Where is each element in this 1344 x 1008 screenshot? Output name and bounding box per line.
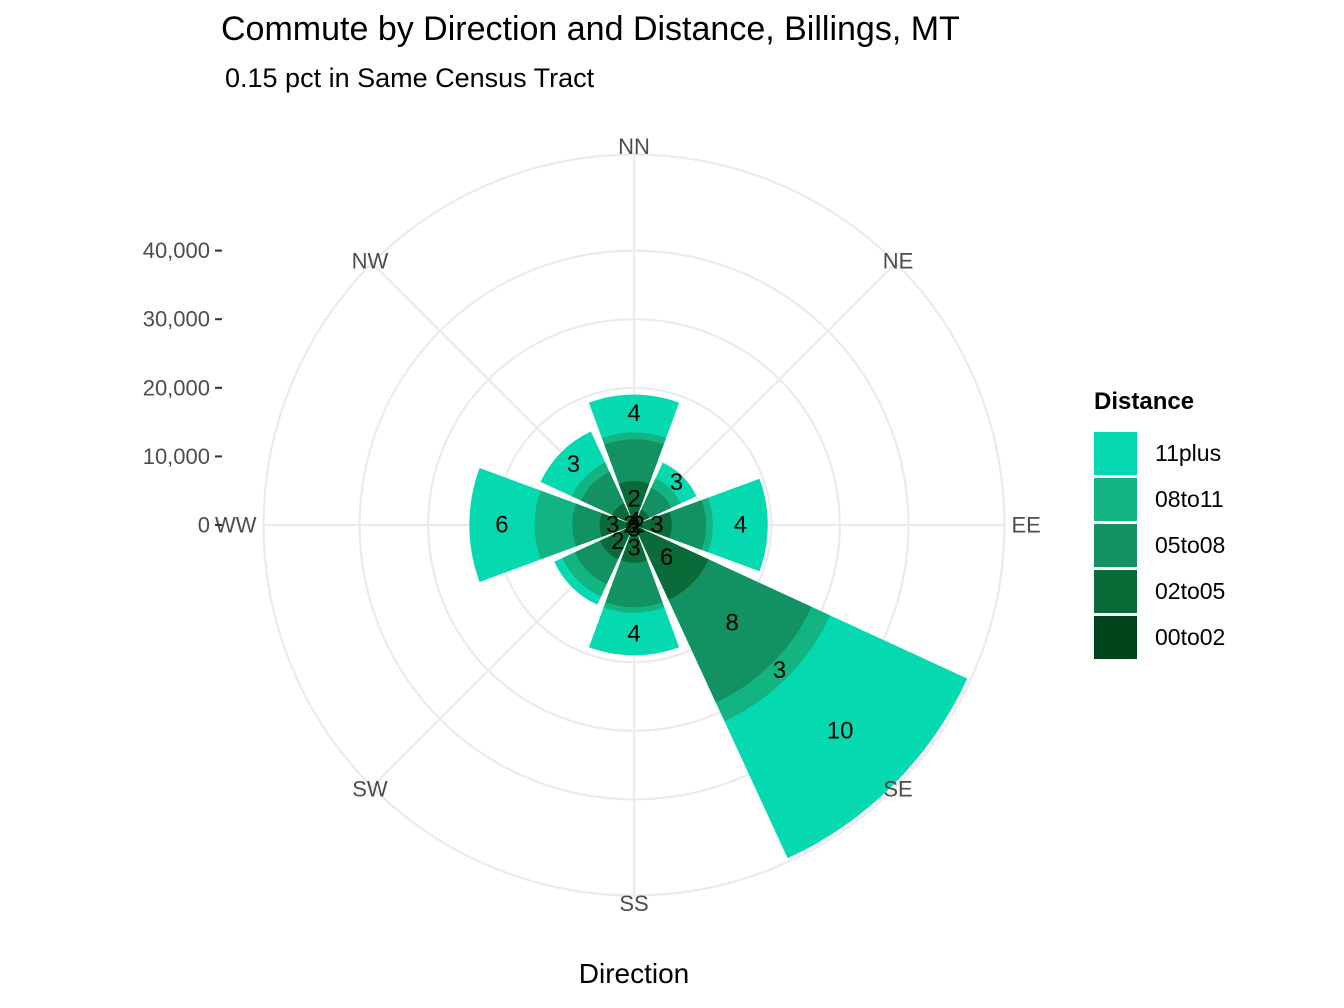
- bars: [469, 394, 968, 859]
- legend-item-11plus: 11plus: [1094, 430, 1225, 476]
- bar-label-00to02-NN: 4: [627, 507, 640, 534]
- legend-title: Distance: [1094, 388, 1195, 415]
- legend-label-00to02: 00to02: [1155, 623, 1226, 650]
- bar-00to02-NW: [627, 518, 634, 525]
- bar-label-02to05-WW: 3: [606, 512, 619, 539]
- bar-00to02-NE: [634, 518, 641, 525]
- legend-swatch-00to02: [1094, 615, 1137, 659]
- legend-swatch-02to05: [1094, 569, 1137, 613]
- radial-axis: 0 10,000 20,000 30,000 40,000: [143, 238, 222, 538]
- bar-label-11plus-NW: 3: [567, 451, 580, 478]
- bar-00to02-SE: [634, 525, 644, 535]
- legend-swatch-08to11: [1094, 477, 1137, 521]
- bar-label-11plus-NE: 3: [670, 469, 683, 496]
- bar-00to02-NN: [631, 516, 637, 525]
- legend-swatch-05to08: [1094, 523, 1137, 567]
- radial-tick-label-1: 10,000: [143, 444, 210, 469]
- direction-label-EE: EE: [1011, 513, 1040, 538]
- bar-label-08to11-SE: 3: [773, 657, 786, 684]
- bar-label-00to02-EE: 2: [631, 512, 644, 539]
- legend-item-00to02: 00to02: [1094, 614, 1225, 660]
- bar-label-02to05-NN: 2: [627, 485, 640, 512]
- legend-label-11plus: 11plus: [1155, 439, 1222, 466]
- legend-item-08to11: 08to11: [1094, 476, 1225, 522]
- bar-00to02-EE: [634, 522, 643, 528]
- direction-label-NE: NE: [883, 248, 914, 273]
- direction-label-SW: SW: [352, 777, 388, 802]
- radial-tick-label-2: 20,000: [143, 375, 210, 400]
- radial-tick-label-4: 40,000: [143, 238, 210, 263]
- bar-label-11plus-SE: 10: [827, 718, 854, 745]
- bar-label-00to02-SS: 3: [627, 516, 640, 543]
- legend-item-02to05: 02to05: [1094, 568, 1225, 614]
- bar-00to02-WW: [625, 522, 634, 528]
- radial-tick-label-0: 0: [198, 513, 210, 538]
- legend-label-02to05: 02to05: [1155, 577, 1226, 604]
- bar-label-11plus-NN: 4: [627, 400, 640, 427]
- bar-label-00to02-WW: 2: [623, 512, 636, 539]
- bar-02to05-SS: [620, 525, 648, 563]
- bar-02to05-SW: [599, 525, 634, 560]
- bar-label-02to05-SW: 2: [611, 528, 624, 555]
- bar-02to05-NN: [618, 481, 650, 525]
- bar-00to02-SS: [631, 525, 637, 534]
- bar-label-05to08-SE: 8: [726, 610, 739, 637]
- bar-label-11plus-EE: 4: [734, 512, 747, 539]
- direction-label-SE: SE: [883, 777, 912, 802]
- bar-02to05-EE: [634, 511, 672, 539]
- legend-label-08to11: 08to11: [1155, 485, 1224, 512]
- direction-label-NW: NW: [352, 248, 389, 273]
- bar-label-02to05-EE: 3: [650, 512, 663, 539]
- direction-label-NN: NN: [618, 134, 650, 159]
- legend-item-05to08: 05to08: [1094, 522, 1225, 568]
- legend: Distance 11plus 08to11 05to08 02to05 00to02: [1094, 388, 1225, 660]
- legend-swatch-11plus: [1094, 431, 1137, 475]
- direction-label-SS: SS: [619, 891, 648, 916]
- radial-tick-label-3: 30,000: [143, 307, 210, 332]
- bar-00to02-SW: [626, 525, 634, 533]
- bar-label-11plus-WW: 6: [495, 512, 508, 539]
- bar-label-02to05-SE: 6: [660, 544, 673, 571]
- chart-subtitle: 0.15 pct in Same Census Tract: [225, 63, 595, 93]
- bar-02to05-SE: [634, 525, 709, 600]
- bar-02to05-NW: [612, 503, 634, 525]
- x-axis-label: Direction: [578, 958, 690, 989]
- bar-label-11plus-SS: 4: [627, 621, 640, 648]
- bar-label-02to05-SS: 3: [627, 534, 640, 561]
- chart-title: Commute by Direction and Distance, Billi…: [221, 10, 960, 48]
- bar-02to05-WW: [599, 513, 634, 537]
- legend-label-05to08: 05to08: [1155, 531, 1226, 558]
- bar-05to08-SS: [605, 525, 663, 608]
